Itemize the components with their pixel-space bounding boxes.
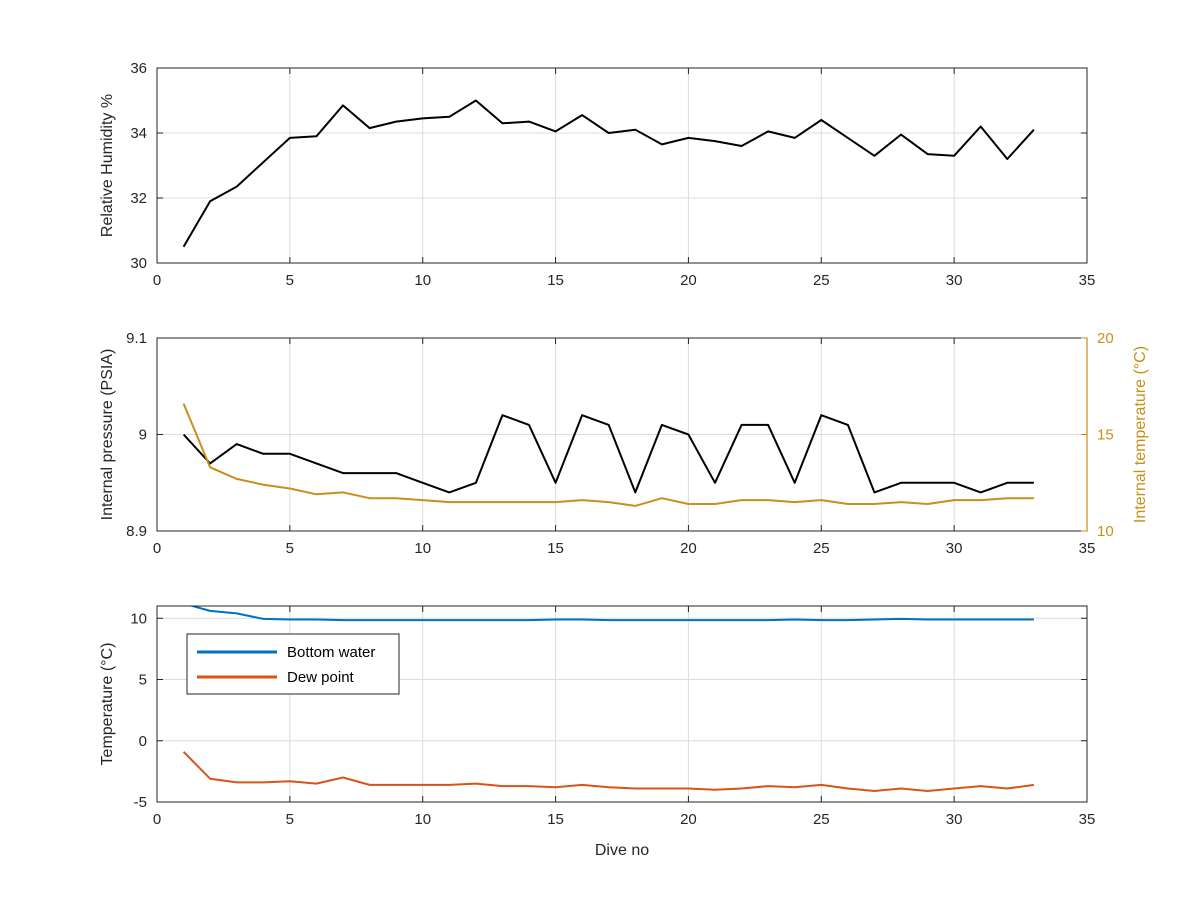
y-tick-label: 9 [139, 427, 147, 444]
legend-label: Dew point [287, 669, 355, 686]
y-right-tick-label: 10 [1097, 523, 1114, 540]
y-axis-label: Internal pressure (PSIA) [99, 349, 116, 521]
x-tick-label: 10 [414, 540, 431, 557]
x-tick-label: 5 [286, 272, 294, 289]
y-right-tick-label: 15 [1097, 427, 1114, 444]
x-tick-label: 25 [813, 811, 830, 828]
x-tick-label: 15 [547, 811, 564, 828]
y-tick-label: 10 [130, 610, 147, 627]
x-tick-label: 35 [1079, 272, 1096, 289]
y-tick-label: -5 [134, 794, 147, 811]
x-tick-label: 15 [547, 540, 564, 557]
x-tick-label: 5 [286, 540, 294, 557]
series-1-line [182, 99, 1035, 248]
y-right-axis-label: Internal temperature (°C) [1132, 346, 1149, 523]
legend-box [186, 633, 400, 695]
axes-frame [156, 605, 1088, 803]
legend-label: Bottom water [287, 644, 375, 661]
x-axis-label: Dive no [595, 842, 649, 859]
y-right-tick-label: 20 [1097, 330, 1114, 347]
subplot-1: 0 5 10 15 20 25 30 35 30 32 34 36 Relative Humidity … [99, 60, 1095, 289]
x-tick-label: 0 [153, 811, 161, 828]
subplot-2: 0 5 10 15 20 25 30 35 8.9 9 9.1 10 15 20 Internal temp… [99, 330, 1149, 557]
y-tick-label: 5 [139, 672, 147, 689]
x-tick-label: 10 [414, 811, 431, 828]
x-tick-label: 5 [286, 811, 294, 828]
x-tick-label: 0 [153, 540, 161, 557]
x-tick-label: 35 [1079, 540, 1096, 557]
y-tick-label: 9.1 [126, 330, 147, 347]
x-tick-label: 10 [414, 272, 431, 289]
plot-area [157, 68, 1087, 263]
y-axis-label: Temperature (°C) [99, 643, 116, 766]
x-tick-label: 25 [813, 540, 830, 557]
dew-point-line [182, 751, 1035, 792]
y-tick-label: 32 [130, 190, 147, 207]
series-1-line [182, 414, 1034, 494]
y-tick-label: 36 [130, 60, 147, 77]
x-tick-label: 0 [153, 272, 161, 289]
x-tick-label: 20 [680, 272, 697, 289]
x-tick-label: 20 [680, 540, 697, 557]
x-tick-label: 30 [946, 540, 963, 557]
subplot-3: 0 5 10 15 20 25 30 35 -5 0 5 10 Temperature (°C) Dive… [99, 605, 1096, 859]
axes-frame [156, 67, 1088, 264]
x-tick-label: 15 [547, 272, 564, 289]
x-tick-label: 30 [946, 272, 963, 289]
x-tick-label: 20 [680, 811, 697, 828]
x-tick-label: 25 [813, 272, 830, 289]
y-tick-label: 0 [139, 733, 147, 750]
series-2-line [182, 403, 1034, 507]
x-tick-label: 30 [946, 811, 963, 828]
y-tick-label: 34 [130, 125, 147, 142]
legend: Bottom water Dew point [186, 633, 400, 695]
y-axis-label: Relative Humidity % [99, 94, 116, 237]
y-tick-label: 30 [130, 255, 147, 272]
bottom-water-line [188, 606, 1034, 622]
y-tick-label: 8.9 [126, 523, 147, 540]
x-tick-label: 35 [1079, 811, 1096, 828]
